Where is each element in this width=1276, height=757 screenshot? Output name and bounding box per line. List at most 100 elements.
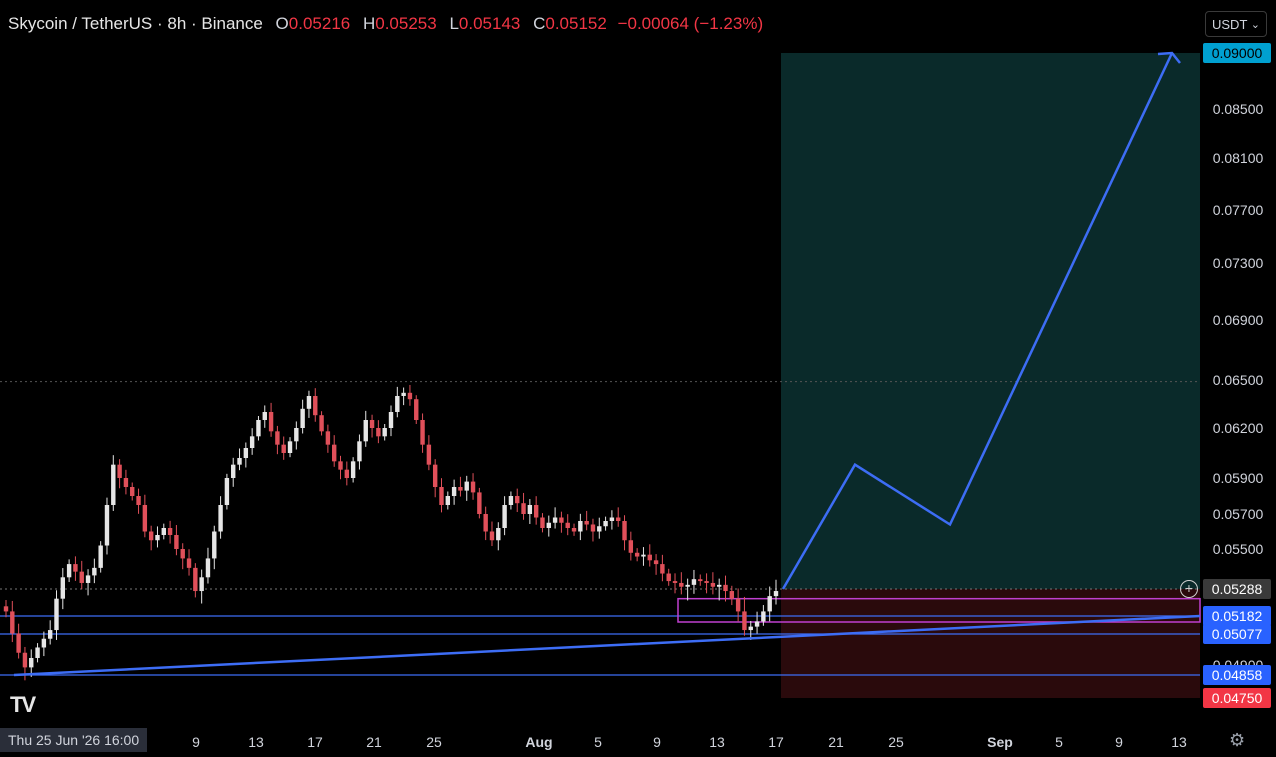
candle-body-56 (357, 441, 362, 462)
candle-body-105 (666, 573, 671, 582)
candle-body-45 (287, 441, 293, 453)
candle-body-77 (489, 531, 495, 541)
candle-body-80 (508, 496, 514, 505)
candle-body-76 (483, 514, 488, 532)
candle-body-21 (136, 496, 141, 505)
candle-body-1 (10, 611, 15, 634)
candle-body-112 (710, 582, 716, 587)
candle-body-68 (432, 464, 438, 487)
candle-body-79 (502, 505, 507, 528)
candle-body-2 (16, 633, 21, 653)
candle-body-32 (205, 558, 211, 578)
candle-body-59 (376, 428, 381, 437)
candle-body-14 (92, 567, 97, 576)
candle-body-5 (35, 647, 40, 658)
candle-body-117 (742, 611, 747, 631)
high-label: H (362, 14, 376, 33)
candle-body-54 (344, 469, 350, 478)
candle-body-101 (641, 554, 646, 557)
candle-body-47 (300, 408, 305, 428)
open-label: O (275, 14, 289, 33)
candle-body-63 (401, 392, 406, 396)
candle-body-34 (218, 505, 223, 532)
candle-body-74 (470, 481, 476, 493)
candle-body-26 (167, 528, 173, 535)
add-alert-icon[interactable]: + (1180, 580, 1198, 598)
candle-body-118 (748, 626, 753, 631)
candle-body-91 (578, 521, 583, 532)
candle-body-61 (388, 412, 394, 428)
candle-body-42 (268, 412, 274, 432)
price-tick-2: 0.07700 (1213, 202, 1264, 218)
candle-body-9 (60, 577, 66, 599)
candle-body-89 (565, 522, 570, 528)
symbol-header: Skycoin / TetherUS · 8h · Binance O0.052… (8, 14, 763, 34)
candle-body-92 (584, 521, 589, 525)
candle-body-44 (281, 444, 286, 453)
chevron-down-icon: ⌄ (1250, 19, 1260, 31)
candle-body-97 (616, 517, 621, 521)
candle-body-114 (723, 584, 728, 592)
candle-body-50 (319, 415, 324, 432)
high-value: 0.05253 (375, 14, 437, 33)
candle-body-86 (546, 522, 551, 528)
candle-body-3 (22, 652, 28, 668)
candle-body-19 (123, 478, 129, 487)
candle-body-55 (350, 461, 356, 478)
currency-select[interactable]: USDT ⌄ (1205, 11, 1267, 37)
ascending-trendline (13, 614, 1201, 677)
candle-body-71 (451, 487, 457, 496)
candle-body-115 (729, 591, 735, 599)
candle-body-108 (685, 584, 690, 587)
time-tick-15: 13 (1171, 734, 1187, 750)
candle-body-35 (224, 478, 230, 505)
loss-zone (781, 589, 1200, 698)
candle-body-121 (767, 596, 772, 612)
candle-body-87 (552, 517, 558, 523)
projection-path (781, 52, 1174, 590)
candle-body-37 (237, 458, 242, 465)
candle-body-48 (306, 396, 312, 409)
candle-body-41 (262, 412, 267, 420)
candle-body-110 (698, 579, 703, 582)
candle-body-102 (647, 554, 652, 561)
candle-body-103 (653, 560, 659, 565)
candle-body-67 (426, 444, 432, 465)
price-label-bg-5 (1203, 688, 1271, 708)
time-tick-12: Sep (987, 734, 1013, 750)
price-tick-3: 0.07300 (1213, 255, 1264, 271)
candle-body-8 (54, 598, 59, 631)
time-tick-11: 25 (888, 734, 904, 750)
time-tick-14: 9 (1115, 734, 1123, 750)
drawn-lines (13, 51, 1201, 677)
time-tick-10: 21 (828, 734, 844, 750)
candle-body-107 (679, 582, 684, 587)
candle-body-85 (540, 517, 545, 528)
candle-body-116 (735, 598, 741, 612)
candle-body-11 (73, 564, 78, 572)
change-value: −0.00064 (−1.23%) (617, 14, 764, 33)
symbol-title: Skycoin / TetherUS · 8h · Binance (8, 14, 263, 33)
time-tick-6: 5 (594, 734, 602, 750)
time-tick-2: 17 (307, 734, 323, 750)
price-label-1: 0.05288 (1212, 581, 1263, 597)
open-value: 0.05216 (288, 14, 351, 33)
price-tick-7: 0.05900 (1213, 470, 1264, 486)
gear-icon[interactable]: ⚙ (1229, 730, 1246, 750)
candle-body-20 (130, 487, 135, 496)
candle-body-60 (382, 428, 387, 437)
candle-body-65 (414, 399, 419, 420)
candle-body-16 (104, 505, 110, 546)
candle-body-22 (142, 505, 148, 532)
candle-body-109 (691, 579, 697, 585)
candle-body-73 (464, 481, 469, 491)
time-tick-3: 21 (366, 734, 382, 750)
candle-body-94 (597, 526, 602, 532)
price-axis: 0.08500 0.08100 0.07700 0.07300 0.06900 0.065… (1203, 43, 1271, 708)
candle-body-70 (445, 496, 451, 505)
time-tick-5: Aug (525, 734, 552, 750)
position-zones (781, 53, 1200, 698)
candle-body-98 (622, 521, 627, 541)
candle-body-18 (117, 464, 122, 478)
